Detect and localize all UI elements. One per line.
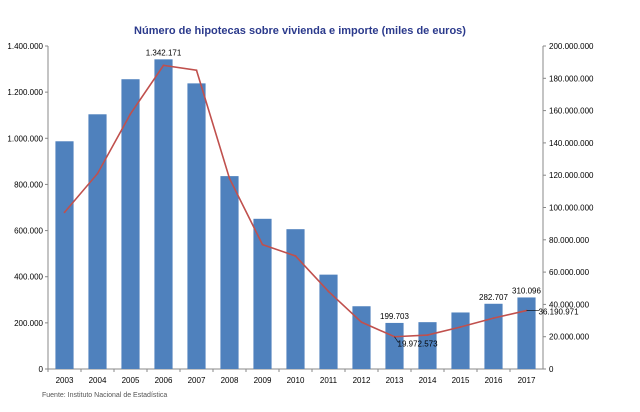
line-point <box>261 243 264 246</box>
source-note: Fuente: Instituto Nacional de Estadístic… <box>42 392 168 399</box>
bar <box>484 303 503 369</box>
data-label: 1.342.171 <box>146 48 182 57</box>
chart-title: Número de hipotecas sobre vivienda e imp… <box>134 25 466 37</box>
data-label: 19.972.573 <box>398 340 439 349</box>
x-tick-label: 2006 <box>155 376 173 385</box>
bar <box>352 306 371 369</box>
line-point <box>360 321 363 324</box>
x-tick-label: 2017 <box>518 376 536 385</box>
y-right-tick-label: 100.000.000 <box>549 204 594 213</box>
y-right-tick-label: 160.000.000 <box>549 107 594 116</box>
x-tick-label: 2014 <box>419 376 437 385</box>
bar-series <box>55 59 536 370</box>
y-right-tick-label: 120.000.000 <box>549 171 594 180</box>
x-tick-label: 2003 <box>56 376 74 385</box>
y-right-tick-label: 200.000.000 <box>549 42 594 51</box>
bar <box>220 176 239 369</box>
y-left-tick-label: 400.000 <box>14 273 43 282</box>
y-right-tick-label: 60.000.000 <box>549 268 590 277</box>
line-point <box>459 326 462 328</box>
bar <box>187 83 206 369</box>
line-point <box>327 290 330 293</box>
y-right-tick-label: 20.000.000 <box>549 333 590 342</box>
y-left-tick-label: 0 <box>39 365 44 374</box>
bar <box>517 297 536 369</box>
bar <box>55 141 74 369</box>
axes: 0 200.000 400.000 600.000 800.000 1.000.000 1.… <box>7 42 594 385</box>
bar <box>88 114 107 369</box>
data-label: 36.190.971 <box>539 308 580 317</box>
bar <box>286 229 305 369</box>
y-left-tick-label: 800.000 <box>14 180 43 189</box>
y-right-tick-label: 40.000.000 <box>549 300 590 309</box>
line-point <box>129 112 132 115</box>
line-point <box>195 69 198 72</box>
x-tick-label: 2004 <box>89 376 107 385</box>
x-tick-label: 2009 <box>254 376 272 385</box>
x-tick-label: 2005 <box>122 376 140 385</box>
bar <box>451 312 470 369</box>
x-tick-label: 2011 <box>320 376 338 385</box>
data-label: 199.703 <box>380 312 409 321</box>
x-tick-label: 2016 <box>485 376 503 385</box>
x-tick-label: 2010 <box>287 376 305 385</box>
data-labels: 1.342.171 199.703 282.707 310.096 19.972.573… <box>146 48 579 348</box>
bar <box>154 59 173 369</box>
line-point <box>426 334 429 336</box>
data-label: 310.096 <box>512 286 541 295</box>
line-point <box>162 64 165 67</box>
y-right-tick-label: 0 <box>549 365 554 374</box>
y-left-tick-label: 600.000 <box>14 227 43 236</box>
x-tick-label: 2012 <box>353 376 371 385</box>
x-tick-label: 2007 <box>188 376 206 385</box>
line-point <box>96 172 99 175</box>
data-label: 282.707 <box>479 293 508 302</box>
x-tick-label: 2008 <box>221 376 239 385</box>
y-left-tick-label: 200.000 <box>14 319 43 328</box>
y-right-tick-label: 180.000.000 <box>549 74 594 83</box>
bar <box>253 218 272 369</box>
line-point <box>492 317 495 320</box>
bar <box>319 274 338 369</box>
line-point <box>228 177 231 180</box>
x-tick-label: 2015 <box>452 376 470 385</box>
line-point <box>63 211 66 214</box>
y-left-tick-label: 1.000.000 <box>7 134 43 143</box>
bar <box>121 79 140 370</box>
y-left-tick-label: 1.400.000 <box>7 42 43 51</box>
y-right-tick-label: 140.000.000 <box>549 139 594 148</box>
y-right-tick-label: 80.000.000 <box>549 236 590 245</box>
data-label-leader <box>394 336 399 343</box>
line-point <box>294 255 297 257</box>
y-left-tick-label: 1.200.000 <box>7 88 43 97</box>
x-tick-label: 2013 <box>386 376 404 385</box>
